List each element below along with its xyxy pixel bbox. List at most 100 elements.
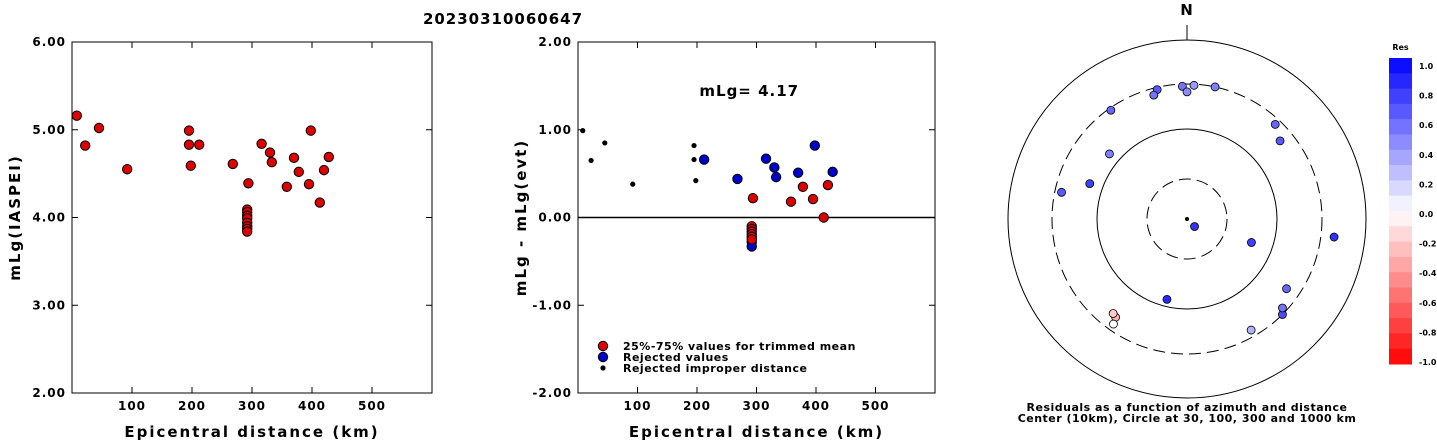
station-residual-point bbox=[1105, 149, 1114, 159]
colorbar-label: -0.8 bbox=[1419, 328, 1437, 337]
trimmed-mean-point bbox=[183, 139, 195, 150]
colorbar-swatch bbox=[1389, 103, 1412, 120]
colorbar-swatch bbox=[1389, 149, 1412, 166]
x-tick-label: 500 bbox=[861, 399, 889, 413]
improper-distance-point bbox=[630, 181, 636, 187]
improper-distance-point bbox=[691, 142, 697, 149]
x-axis-label: Epicentral distance (km) bbox=[629, 423, 884, 441]
left-panel: 100 200 300 400 500 2.00 3.00 4.00 5.00 6.00 Epice… bbox=[6, 35, 433, 441]
trimmed-mean-point bbox=[80, 140, 91, 151]
station-residual-point bbox=[1282, 284, 1291, 294]
station-residual-point bbox=[1190, 222, 1199, 231]
x-axis-label: Epicentral distance (km) bbox=[124, 423, 379, 441]
polar-caption: Residuals as a function of azimuth and d… bbox=[1027, 401, 1348, 414]
station-residual-point bbox=[1246, 325, 1256, 335]
trimmed-mean-point bbox=[293, 166, 304, 178]
trimmed-mean-point bbox=[71, 110, 83, 121]
colorbar-swatch bbox=[1389, 180, 1412, 197]
azimuth-panel: N Residuals as a function of azimuth and … bbox=[1007, 1, 1367, 425]
colorbar-swatch bbox=[1389, 287, 1412, 304]
station-residual-point bbox=[1106, 105, 1116, 115]
distance-ring bbox=[1146, 178, 1228, 260]
colorbar-label: 0.0 bbox=[1419, 210, 1434, 219]
station-residual-point bbox=[1247, 238, 1256, 247]
station-residual-point bbox=[1189, 80, 1199, 90]
trimmed-mean-point bbox=[818, 212, 829, 223]
colorbar-title: Res bbox=[1392, 43, 1409, 52]
middle-panel: 100 200 300 400 500 -2.00 -1.00 0.00 1.00 2.00 Epi… bbox=[512, 35, 936, 441]
legend-marker-improper bbox=[600, 365, 606, 371]
epicenter-marker bbox=[1185, 217, 1189, 221]
station-residual-point bbox=[1149, 90, 1159, 100]
y-tick-label: -1.00 bbox=[532, 298, 572, 312]
y-tick-label: 0.00 bbox=[538, 211, 572, 225]
colorbar-swatch bbox=[1389, 165, 1412, 181]
rejected-point bbox=[770, 171, 782, 183]
colorbar-swatch bbox=[1389, 88, 1412, 105]
colorbar-label: 0.2 bbox=[1419, 180, 1433, 189]
station-residual-point bbox=[1177, 81, 1187, 91]
colorbar-swatch bbox=[1389, 195, 1412, 212]
station-residual-point bbox=[1210, 82, 1220, 92]
colorbar-label: 0.6 bbox=[1419, 121, 1434, 130]
colorbar-swatch bbox=[1389, 348, 1412, 365]
station-residual-point bbox=[1108, 309, 1118, 318]
colorbar-label: -1.0 bbox=[1419, 358, 1437, 367]
colorbar-swatch bbox=[1389, 211, 1412, 227]
trimmed-mean-point bbox=[194, 139, 205, 150]
colorbar-swatch bbox=[1389, 73, 1412, 90]
trimmed-mean-point bbox=[256, 138, 267, 149]
colorbar-swatch bbox=[1389, 58, 1412, 74]
y-tick-label: 5.00 bbox=[32, 123, 66, 137]
trimmed-mean-point bbox=[747, 192, 759, 204]
legend-label: Rejected values bbox=[623, 351, 729, 364]
station-residual-point bbox=[1275, 136, 1285, 146]
trimmed-mean-point bbox=[122, 164, 133, 175]
distance-ring bbox=[1051, 83, 1323, 355]
colorbar-swatch bbox=[1389, 318, 1412, 334]
colorbar-swatch bbox=[1389, 302, 1412, 319]
station-residual-point bbox=[1329, 232, 1339, 242]
legend-marker-rejected bbox=[597, 351, 609, 363]
x-tick-label: 400 bbox=[298, 399, 326, 413]
mlg-annotation: mLg= 4.17 bbox=[699, 82, 799, 100]
y-tick-label: 1.00 bbox=[538, 123, 572, 137]
colorbar-label: 0.8 bbox=[1419, 92, 1434, 101]
colorbar-label: -0.4 bbox=[1419, 269, 1437, 278]
trimmed-mean-point bbox=[242, 226, 253, 237]
y-tick-label: 6.00 bbox=[32, 35, 66, 49]
station-residual-point bbox=[1085, 179, 1095, 189]
y-axis-label: mLg(IASPEI) bbox=[6, 154, 24, 280]
x-tick-label: 200 bbox=[178, 399, 206, 413]
north-label: N bbox=[1180, 1, 1194, 19]
colorbar-label: -0.6 bbox=[1419, 299, 1437, 308]
improper-distance-point bbox=[691, 156, 697, 163]
rejected-point bbox=[698, 154, 710, 165]
x-tick-label: 500 bbox=[358, 399, 386, 413]
trimmed-mean-point bbox=[183, 125, 195, 136]
trimmed-mean-point bbox=[314, 197, 325, 208]
y-tick-label: 3.00 bbox=[32, 298, 66, 312]
x-tick-label: 300 bbox=[238, 399, 266, 413]
trimmed-mean-point bbox=[797, 181, 809, 192]
colorbar-swatch bbox=[1389, 241, 1412, 258]
trimmed-mean-point bbox=[303, 178, 315, 190]
x-tick-label: 300 bbox=[742, 399, 770, 413]
improper-distance-point bbox=[588, 157, 594, 164]
trimmed-mean-point bbox=[318, 164, 330, 176]
trimmed-mean-point bbox=[822, 179, 834, 191]
x-tick-label: 400 bbox=[802, 399, 830, 413]
trimmed-mean-point bbox=[288, 152, 300, 164]
polar-caption: Center (10km), Circle at 30, 100, 300 an… bbox=[1018, 412, 1357, 425]
trimmed-mean-point bbox=[785, 196, 797, 207]
y-axis-label: mLg - mLg(evt) bbox=[512, 139, 530, 296]
station-residual-point bbox=[1182, 87, 1192, 97]
trimmed-mean-point bbox=[746, 234, 757, 245]
rejected-point bbox=[809, 140, 821, 151]
rejected-point bbox=[827, 166, 838, 178]
trimmed-mean-point bbox=[227, 158, 239, 170]
colorbar-swatch bbox=[1389, 333, 1412, 350]
trimmed-mean-point bbox=[185, 160, 197, 171]
